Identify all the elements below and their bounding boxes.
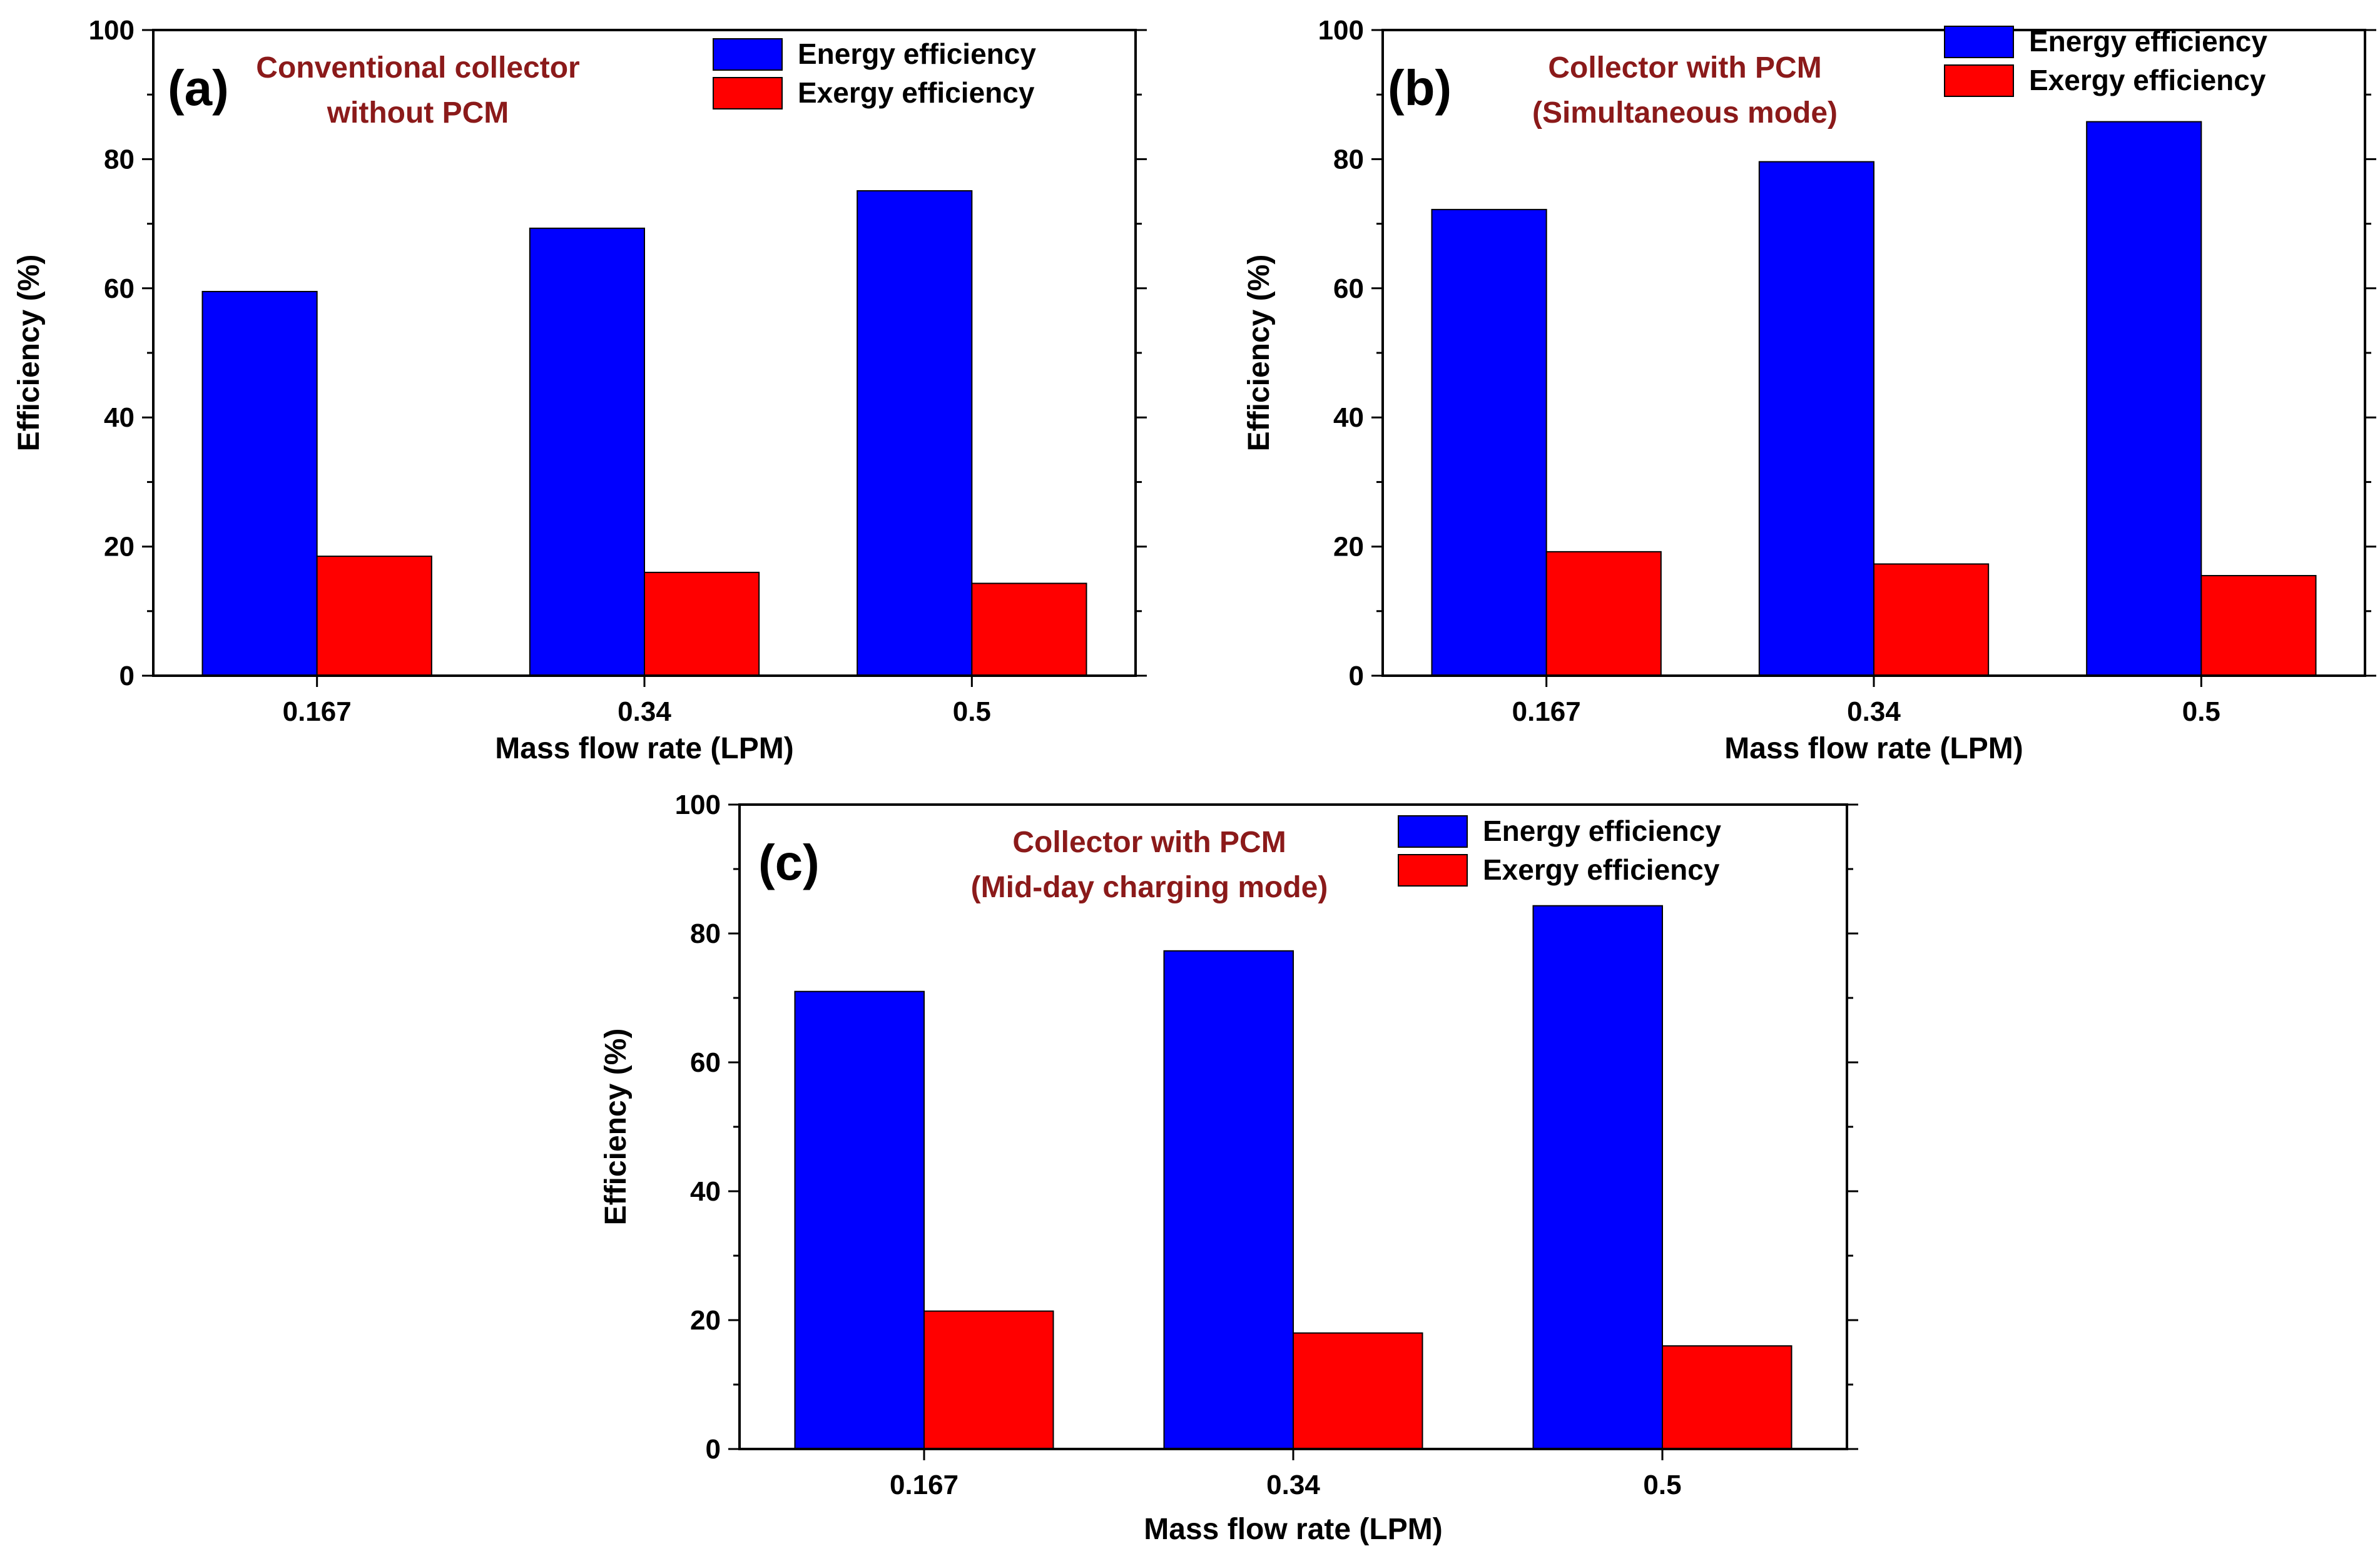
x-axis-title-a: Mass flow rate (LPM) [495, 732, 793, 765]
bar-energy-b-0 [1431, 208, 1547, 676]
bar-exergy-a-2 [971, 582, 1087, 677]
bar-exergy-a-0 [316, 556, 432, 677]
legend-swatch-exergy-c [1398, 854, 1468, 887]
y-tick-label-a-2: 40 [104, 402, 135, 433]
y-tick-label-b-0: 0 [1349, 661, 1364, 691]
panel-annotation-b-0: Collector with PCM [1548, 51, 1821, 84]
panel-label-b: (b) [1388, 60, 1452, 116]
x-tick-label-b-0: 0.167 [1512, 696, 1581, 727]
legend-label-exergy-c: Exergy efficiency [1483, 853, 1720, 886]
panel-annotation-c-0: Collector with PCM [1012, 826, 1286, 859]
y-tick-label-b-4: 80 [1333, 144, 1364, 175]
bar-exergy-b-0 [1545, 551, 1662, 677]
bar-energy-c-2 [1532, 905, 1663, 1450]
y-tick-label-a-4: 80 [104, 144, 135, 175]
legend-label-energy-c: Energy efficiency [1483, 815, 1721, 847]
y-tick-label-b-5: 100 [1318, 15, 1364, 46]
y-tick-label-a-5: 100 [89, 15, 135, 46]
y-tick-label-c-2: 40 [690, 1176, 721, 1207]
panel-annotation-c-1: (Mid-day charging mode) [971, 871, 1328, 904]
bar-energy-b-1 [1758, 161, 1874, 676]
bar-exergy-c-1 [1293, 1332, 1423, 1450]
x-tick-label-c-0: 0.167 [890, 1470, 959, 1500]
chart-panel-c: 0.167 0.34 0.5 0 20 40 60 80 100 Mass flow rate (… [599, 790, 1858, 1546]
chart-panel-a: 0.167 0.34 0.5 0 20 40 60 80 100 Mass flow rate (… [13, 15, 1147, 765]
y-tick-label-a-3: 60 [104, 273, 135, 304]
bar-energy-a-2 [857, 190, 973, 676]
panel-label-c: (c) [758, 835, 820, 890]
bar-exergy-b-1 [1873, 563, 1990, 676]
x-tick-label-c-1: 0.34 [1266, 1470, 1320, 1500]
legend-label-exergy-b: Exergy efficiency [2029, 64, 2266, 96]
x-tick-label-a-2: 0.5 [953, 696, 991, 727]
bar-energy-b-2 [2086, 121, 2202, 676]
bar-exergy-a-1 [644, 571, 760, 676]
legend-swatch-energy-b [1944, 26, 2014, 58]
x-tick-label-a-0: 0.167 [283, 696, 352, 727]
y-tick-label-a-0: 0 [120, 661, 135, 691]
y-tick-label-b-3: 60 [1333, 273, 1364, 304]
legend-label-energy-b: Energy efficiency [2029, 25, 2267, 58]
y-tick-label-c-4: 80 [690, 918, 721, 949]
x-axis-title-c: Mass flow rate (LPM) [1144, 1513, 1442, 1546]
y-tick-label-a-1: 20 [104, 532, 135, 562]
legend-label-exergy-a: Exergy efficiency [798, 76, 1035, 109]
y-tick-label-c-1: 20 [690, 1305, 721, 1336]
bar-energy-c-1 [1163, 950, 1294, 1450]
bar-energy-c-0 [794, 990, 925, 1450]
x-axis-title-b: Mass flow rate (LPM) [1724, 732, 2023, 765]
chart-panel-b: 0.167 0.34 0.5 0 20 40 60 80 100 Mass flow rate (… [1243, 15, 2376, 765]
x-tick-label-a-1: 0.34 [618, 696, 671, 727]
legend-swatch-energy-a [713, 38, 783, 71]
panel-annotation-b-1: (Simultaneous mode) [1532, 96, 1838, 130]
legend-label-energy-a: Energy efficiency [798, 38, 1036, 70]
bar-exergy-c-2 [1662, 1345, 1793, 1450]
bar-exergy-b-2 [2200, 575, 2317, 676]
bar-energy-a-1 [529, 227, 645, 677]
y-tick-label-b-2: 40 [1333, 402, 1364, 433]
y-axis-title-b: Efficiency (%) [1243, 255, 1276, 452]
y-tick-label-c-3: 60 [690, 1047, 721, 1078]
y-tick-label-c-5: 100 [675, 790, 721, 820]
y-tick-label-c-0: 0 [706, 1434, 721, 1465]
y-tick-label-b-1: 20 [1333, 532, 1364, 562]
x-tick-label-c-2: 0.5 [1643, 1470, 1681, 1500]
legend-swatch-exergy-a [713, 77, 783, 109]
legend-swatch-exergy-b [1944, 64, 2014, 97]
panel-annotation-a-1: without PCM [327, 96, 509, 130]
x-tick-label-b-1: 0.34 [1847, 696, 1901, 727]
panel-label-a: (a) [168, 60, 229, 116]
legend-swatch-energy-c [1398, 815, 1468, 848]
y-axis-title-a: Efficiency (%) [13, 255, 46, 452]
y-axis-title-c: Efficiency (%) [599, 1029, 633, 1226]
bar-exergy-c-0 [923, 1310, 1054, 1450]
x-tick-label-b-2: 0.5 [2182, 696, 2220, 727]
bar-energy-a-0 [201, 290, 318, 676]
panel-annotation-a-0: Conventional collector [256, 51, 579, 84]
